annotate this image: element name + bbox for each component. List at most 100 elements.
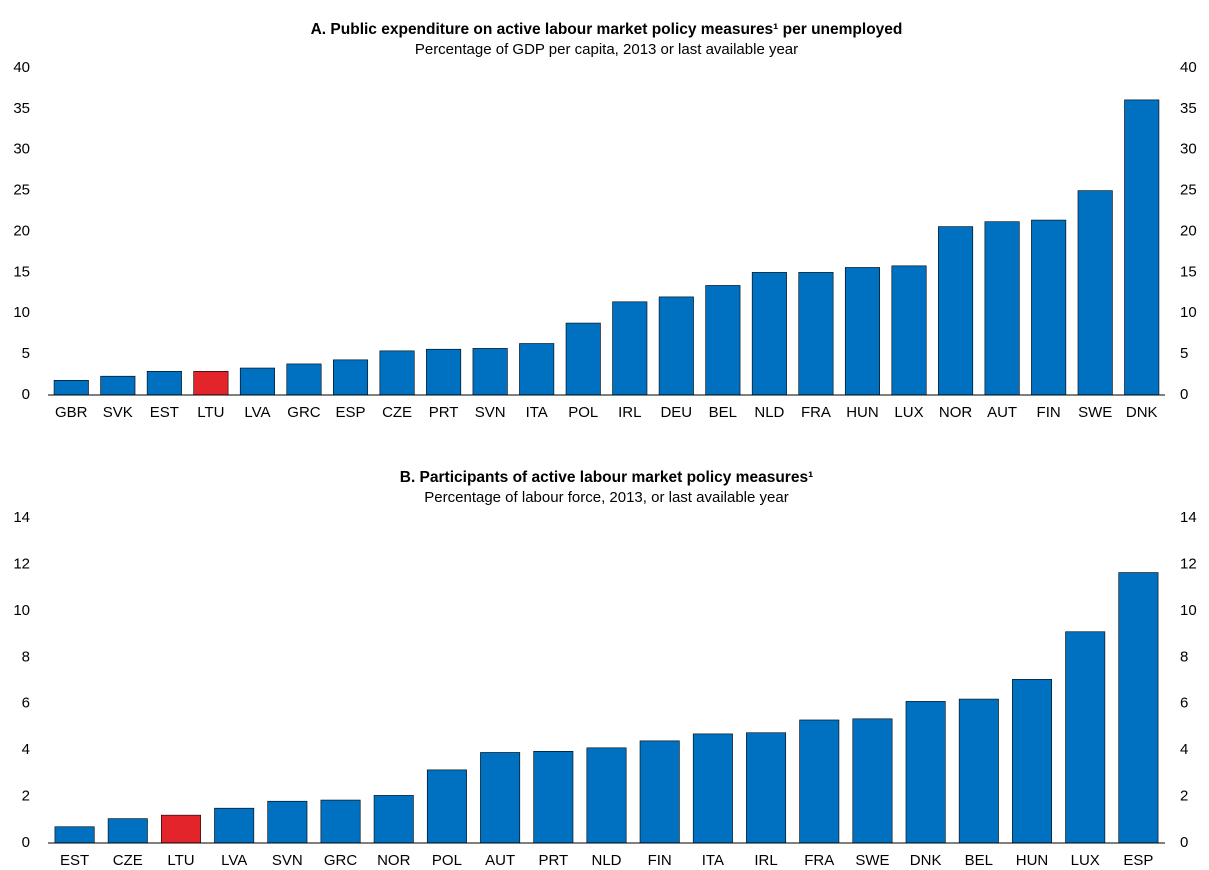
x-tick-label: ESP (1123, 852, 1153, 869)
x-tick-label: LTU (197, 404, 224, 421)
bar (426, 348, 462, 396)
x-tick-label: DEU (660, 404, 692, 421)
y-tick-label: 10 (13, 602, 30, 619)
bar (891, 265, 927, 396)
bar (480, 752, 521, 844)
bar (639, 740, 680, 844)
bar (1012, 679, 1053, 844)
y-tick-label: 40 (13, 59, 30, 76)
bar (612, 301, 648, 396)
y-tick-label: 0 (22, 834, 30, 851)
x-tick-label: HUN (846, 404, 879, 421)
x-tick-label: AUT (987, 404, 1017, 421)
x-tick-label: CZE (113, 852, 143, 869)
bar (798, 272, 834, 396)
x-tick-label: POL (568, 404, 598, 421)
y2-tick-label: 5 (1180, 345, 1188, 362)
bar (320, 799, 361, 844)
y-tick-label: 30 (13, 141, 30, 158)
bar (658, 296, 694, 396)
y-tick-label: 2 (22, 788, 30, 805)
x-tick-label: NOR (939, 404, 973, 421)
bar (53, 379, 89, 396)
x-tick-label: GRC (287, 404, 321, 421)
chart-title: B. Participants of active labour market … (400, 469, 813, 486)
bar (333, 359, 369, 396)
x-tick-label: NLD (591, 852, 621, 869)
x-tick-label: LUX (894, 404, 923, 421)
y2-tick-label: 40 (1180, 59, 1197, 76)
x-tick-label: FIN (648, 852, 672, 869)
bar (1031, 219, 1067, 396)
x-tick-label: SVK (103, 404, 133, 421)
x-tick-label: AUT (485, 852, 515, 869)
bar (984, 221, 1020, 396)
y-tick-label: 8 (22, 648, 30, 665)
y2-tick-label: 12 (1180, 555, 1197, 572)
x-tick-label: IRL (618, 404, 641, 421)
bar (54, 826, 95, 844)
y2-tick-label: 0 (1180, 386, 1188, 403)
y-tick-label: 14 (13, 509, 30, 526)
y2-tick-label: 2 (1180, 788, 1188, 805)
x-tick-label: PRT (538, 852, 568, 869)
bar (379, 350, 415, 396)
bar (799, 719, 840, 844)
x-tick-label: SVN (475, 404, 506, 421)
x-tick-label: LUX (1071, 852, 1100, 869)
bar (746, 732, 787, 844)
bar (214, 807, 255, 844)
y2-tick-label: 4 (1180, 741, 1188, 758)
y-tick-label: 12 (13, 555, 30, 572)
x-tick-label: BEL (709, 404, 737, 421)
y-tick-label: 4 (22, 741, 30, 758)
y-tick-label: 20 (13, 222, 30, 239)
bar (852, 718, 893, 844)
x-tick-label: SVN (272, 852, 303, 869)
x-tick-label: HUN (1016, 852, 1049, 869)
x-tick-label: POL (432, 852, 462, 869)
x-tick-label: BEL (965, 852, 993, 869)
y-tick-label: 15 (13, 263, 30, 280)
y-tick-label: 5 (22, 345, 30, 362)
x-tick-label: GRC (324, 852, 358, 869)
x-tick-label: SWE (1078, 404, 1112, 421)
bar (938, 226, 974, 396)
bar (107, 818, 148, 844)
bar (1077, 190, 1113, 396)
x-tick-label: IRL (754, 852, 777, 869)
bar (1124, 99, 1160, 396)
chart-title: A. Public expenditure on active labour m… (311, 21, 903, 38)
y-tick-label: 25 (13, 182, 30, 199)
bar (1065, 631, 1106, 844)
bar (146, 370, 182, 396)
y2-tick-label: 15 (1180, 263, 1197, 280)
bar (844, 267, 880, 396)
bar (472, 348, 508, 396)
bar (160, 814, 201, 844)
x-tick-label: GBR (55, 404, 88, 421)
bar (751, 272, 787, 396)
bar (692, 733, 733, 844)
x-tick-label: PRT (429, 404, 459, 421)
bar (565, 322, 601, 396)
bar (958, 698, 999, 844)
y-tick-label: 6 (22, 695, 30, 712)
x-tick-label: ESP (336, 404, 366, 421)
y2-tick-label: 0 (1180, 834, 1188, 851)
bar (519, 343, 555, 396)
x-tick-label: LVA (244, 404, 270, 421)
x-tick-label: FRA (804, 852, 834, 869)
bar (373, 795, 414, 844)
x-tick-label: NOR (377, 852, 411, 869)
x-tick-label: EST (150, 404, 179, 421)
x-tick-label: FIN (1037, 404, 1061, 421)
x-tick-label: EST (60, 852, 89, 869)
y2-tick-label: 10 (1180, 602, 1197, 619)
y2-tick-label: 6 (1180, 695, 1188, 712)
y-tick-label: 0 (22, 386, 30, 403)
y2-tick-label: 30 (1180, 141, 1197, 158)
x-tick-label: LTU (167, 852, 194, 869)
x-tick-label: DNK (910, 852, 942, 869)
